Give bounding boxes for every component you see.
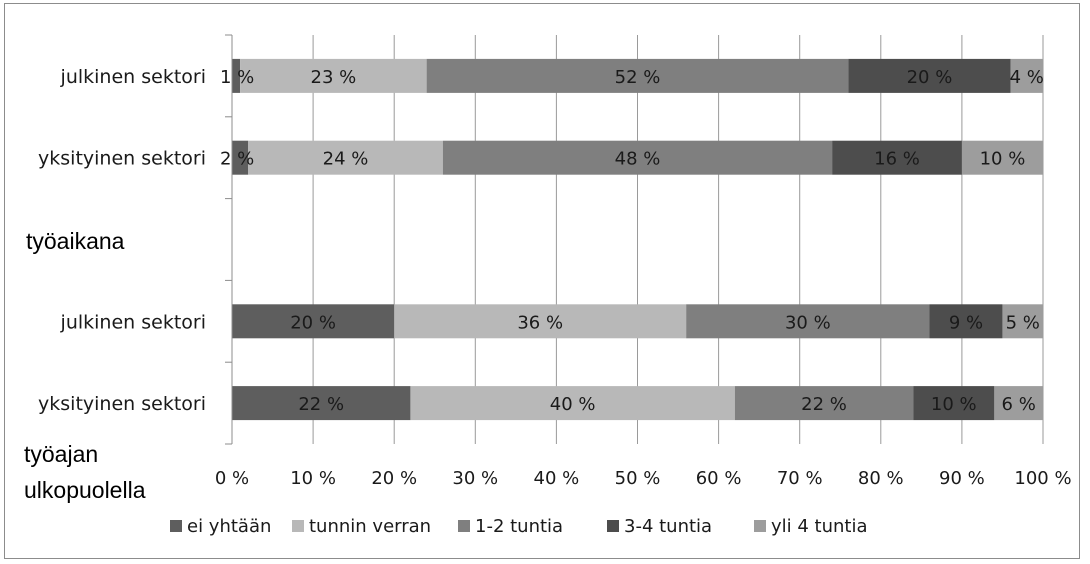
bar-segment (1002, 304, 1043, 339)
bar-segment (442, 140, 833, 175)
chart-frame (4, 3, 1080, 559)
axis-layer (225, 34, 233, 445)
x-tick-label: 90 % (939, 468, 985, 489)
category-label: yksityinen sektori (38, 393, 206, 415)
legend-label: ei yhtään (187, 516, 271, 537)
data-label: 36 % (517, 312, 563, 333)
x-tick-label: 10 % (290, 468, 336, 489)
legend-swatch (292, 520, 304, 532)
group-label-outside-work-line2: ulkopuolella (24, 477, 146, 503)
x-tick-label: 60 % (696, 468, 742, 489)
bar-segment (394, 304, 687, 339)
data-label: 48 % (615, 149, 661, 170)
bar-segment (994, 386, 1043, 421)
bar-segment (961, 140, 1043, 175)
bar-segment (248, 140, 443, 175)
x-tick-label: 20 % (371, 468, 417, 489)
data-label: 22 % (801, 394, 847, 415)
legend-swatch (754, 520, 766, 532)
data-label: 20 % (907, 67, 953, 88)
bar-segment (913, 386, 995, 421)
data-label: 4 % (1010, 67, 1044, 88)
data-label: 30 % (785, 312, 831, 333)
bar-segment (232, 386, 411, 421)
category-label: julkinen sektori (60, 66, 206, 88)
x-tick-label: 50 % (615, 468, 661, 489)
legend-label: yli 4 tuntia (771, 516, 868, 537)
data-label: 52 % (615, 67, 661, 88)
bar-segment (929, 304, 1003, 339)
x-tick-label: 100 % (1014, 468, 1071, 489)
data-label: 22 % (298, 394, 344, 415)
grid-layer (312, 35, 1044, 444)
bar-segment (232, 58, 241, 93)
bar-layer (232, 58, 1043, 421)
x-tick-label: 70 % (777, 468, 823, 489)
category-label: yksityinen sektori (38, 148, 206, 170)
bar-segment (232, 140, 249, 175)
bar-segment (734, 386, 914, 421)
bar-segment (832, 140, 962, 175)
data-label: 6 % (1002, 394, 1036, 415)
group-label-outside-work-line1: työajan (24, 441, 99, 467)
data-label: 40 % (550, 394, 596, 415)
legend-label: 3-4 tuntia (624, 516, 712, 537)
data-label: 2 % (220, 149, 254, 170)
legend: ei yhtään tunnin verran 1-2 tuntia 3-4 tunt… (170, 516, 868, 537)
bar-segment (240, 58, 427, 93)
x-tick-label: 80 % (858, 468, 904, 489)
data-label: 1 % (220, 67, 254, 88)
data-label: 23 % (311, 67, 357, 88)
legend-swatch (170, 520, 182, 532)
x-tick-label: 30 % (452, 468, 498, 489)
bar-segment (686, 304, 930, 339)
data-label: 24 % (323, 149, 369, 170)
data-label: 5 % (1006, 312, 1040, 333)
category-label: julkinen sektori (60, 311, 206, 333)
legend-label: tunnin verran (309, 516, 431, 537)
group-label-during-work: työaikana (26, 228, 125, 254)
data-label: 20 % (290, 312, 336, 333)
data-label: 16 % (874, 149, 920, 170)
x-tick-label: 40 % (534, 468, 580, 489)
x-tick-label: 0 % (215, 468, 249, 489)
bar-segment (232, 304, 395, 339)
bar-segment (848, 58, 1011, 93)
data-label: 9 % (949, 312, 983, 333)
bar-segment (1010, 58, 1043, 93)
bar-segment (426, 58, 849, 93)
legend-swatch (607, 520, 619, 532)
bar-segment (410, 386, 735, 421)
data-label: 10 % (980, 149, 1026, 170)
legend-swatch (458, 520, 470, 532)
legend-label: 1-2 tuntia (475, 516, 563, 537)
data-label: 10 % (931, 394, 977, 415)
label-layer: 0 % 10 % 20 % 30 % 40 % 50 % 60 % 70 % 80 % 90 % 1… (38, 66, 1072, 489)
